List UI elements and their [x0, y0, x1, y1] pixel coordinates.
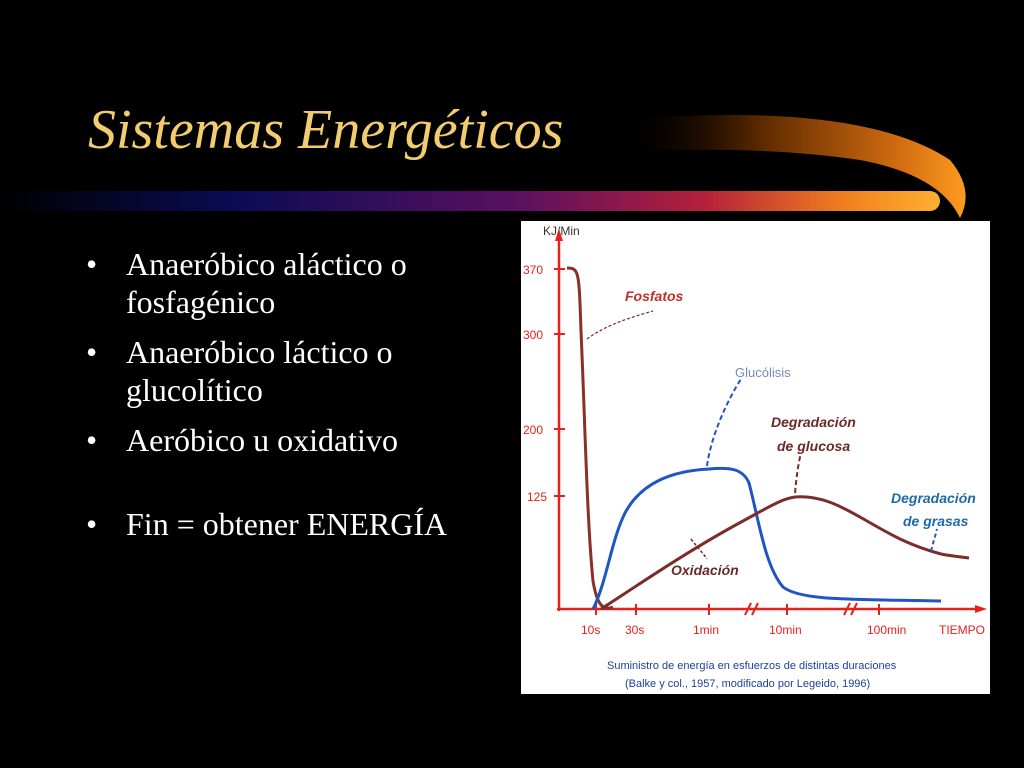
bullet-dot-icon: •: [86, 246, 98, 282]
bullet-item: • Aeróbico u oxidativo: [86, 421, 506, 459]
x-tick-label: 10min: [769, 623, 802, 637]
chart-caption-source: (Balke y col., 1957, modificado por Lege…: [625, 678, 870, 690]
pointer-glucolisis: [706, 378, 742, 467]
slide-title: Sistemas Energéticos: [88, 99, 564, 161]
y-tick-label: 300: [523, 328, 543, 342]
series-fosfatos-line: [566, 266, 614, 610]
chart-svg: KJ/Min 370 300 200 125: [523, 224, 987, 690]
annotation-degradacion-glucosa: de glucosa: [777, 438, 850, 454]
bullet-item: • Fin = obtener ENERGÍA: [86, 505, 506, 543]
pointer-oxidacion: [690, 538, 708, 560]
x-tick-label: 30s: [625, 623, 644, 637]
bullet-list: • Anaeróbico aláctico o fosfagénico • Anae…: [86, 245, 506, 555]
x-tick-label: TIEMPO: [939, 623, 985, 637]
x-tick-label: 10s: [581, 623, 600, 637]
y-axis-arrow-icon: [555, 229, 563, 241]
annotation-fosfatos: Fosfatos: [625, 288, 684, 304]
series-degradacion-glucosa-line: [600, 495, 970, 611]
pointer-fosfatos: [586, 310, 654, 340]
bullet-dot-icon: •: [86, 422, 98, 458]
x-axis-break-icon: [744, 602, 858, 616]
bullet-text: Aeróbico u oxidativo: [126, 422, 398, 458]
title-swoosh-decoration: [0, 115, 966, 218]
bullet-item: • Anaeróbico aláctico o fosfagénico: [86, 245, 506, 321]
chart-caption: Suministro de energía en esfuerzos de di…: [607, 660, 897, 672]
pointer-degradacion-grasas: [930, 528, 938, 552]
annotation-degradacion-glucosa: Degradación: [771, 414, 856, 430]
bullet-text: Anaeróbico láctico o glucolítico: [126, 334, 393, 408]
x-tick-label: 100min: [867, 623, 906, 637]
bullet-text: Fin = obtener ENERGÍA: [126, 506, 448, 542]
annotation-degradacion-grasas: de grasas: [903, 513, 969, 529]
bullet-dot-icon: •: [86, 334, 98, 370]
y-tick-label: 370: [523, 263, 543, 277]
x-axis-arrow-icon: [975, 605, 987, 613]
annotation-glucolisis: Glucólisis: [735, 365, 791, 380]
y-tick-label: 200: [523, 423, 543, 437]
x-tick-label: 1min: [693, 623, 719, 637]
annotation-degradacion-grasas: Degradación: [891, 490, 976, 506]
annotation-oxidacion: Oxidación: [671, 562, 739, 578]
bullet-item: • Anaeróbico láctico o glucolítico: [86, 333, 506, 409]
bullet-text: Anaeróbico aláctico o fosfagénico: [126, 246, 407, 320]
bullet-dot-icon: •: [86, 506, 98, 542]
y-axis-label: KJ/Min: [543, 224, 580, 238]
series-glucolisis-line: [591, 466, 942, 610]
energy-systems-chart: KJ/Min 370 300 200 125: [521, 221, 990, 694]
pointer-degradacion-glucosa: [794, 452, 802, 494]
y-tick-label: 125: [527, 490, 547, 504]
